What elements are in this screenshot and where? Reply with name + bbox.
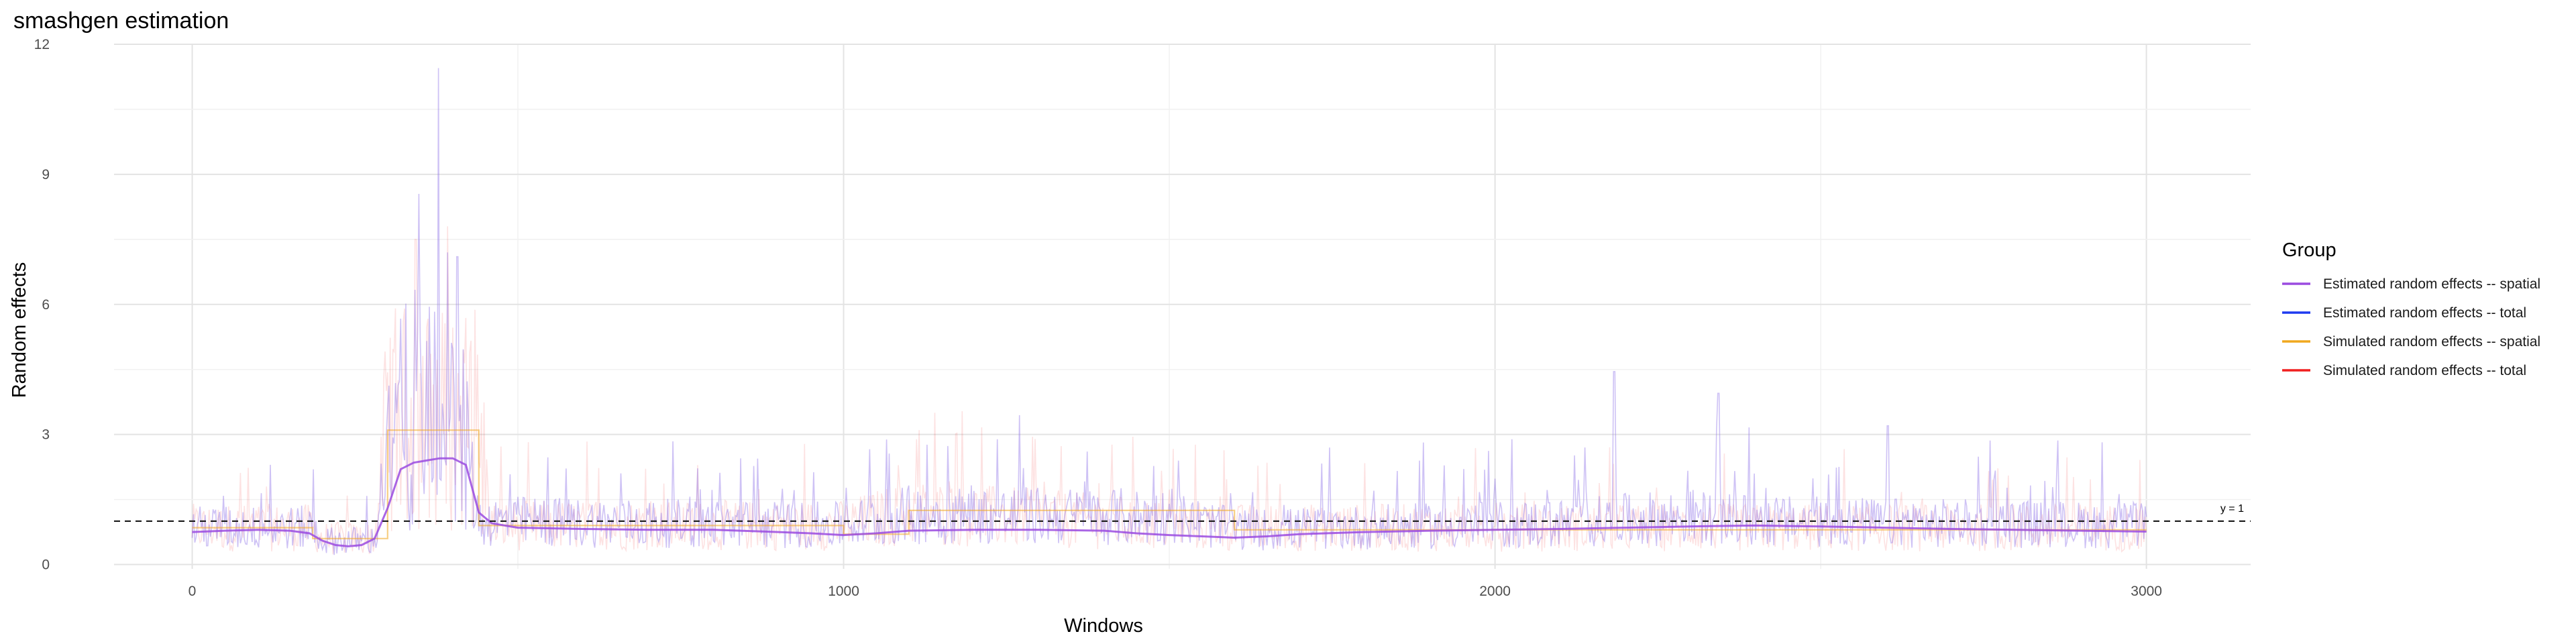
reference-line-label: y = 1 xyxy=(2220,503,2244,515)
legend-label: Estimated random effects -- spatial xyxy=(2323,276,2540,292)
reference-line-group: y = 1 xyxy=(114,503,2251,523)
series-simulated-spatial xyxy=(192,429,2147,539)
chart-title: smashgen estimation xyxy=(13,8,229,34)
y-tick-label: 6 xyxy=(42,297,50,313)
series-estimated-total xyxy=(191,68,2147,555)
legend-label: Simulated random effects -- total xyxy=(2323,363,2526,378)
legend-title: Group xyxy=(2282,239,2337,261)
tick-labels: 0 1000 2000 3000 0 3 6 9 12 xyxy=(34,37,2162,599)
x-axis-title: Windows xyxy=(1064,615,1143,637)
y-tick-label: 9 xyxy=(42,167,50,182)
legend-label: Estimated random effects -- total xyxy=(2323,305,2526,321)
x-tick-label: 2000 xyxy=(1479,584,1511,599)
legend: Group Estimated random effects -- spatial… xyxy=(2282,239,2540,378)
y-axis-title: Random effects xyxy=(9,262,30,398)
x-tick-label: 0 xyxy=(189,584,197,599)
y-tick-label: 12 xyxy=(34,37,50,52)
x-tick-label: 3000 xyxy=(2131,584,2162,599)
series-layer xyxy=(191,68,2147,555)
grid xyxy=(114,44,2251,569)
legend-label: Simulated random effects -- spatial xyxy=(2323,334,2540,350)
x-tick-label: 1000 xyxy=(828,584,859,599)
y-tick-label: 3 xyxy=(42,427,50,443)
y-tick-label: 0 xyxy=(42,557,50,573)
series-estimated-spatial xyxy=(192,457,2147,547)
